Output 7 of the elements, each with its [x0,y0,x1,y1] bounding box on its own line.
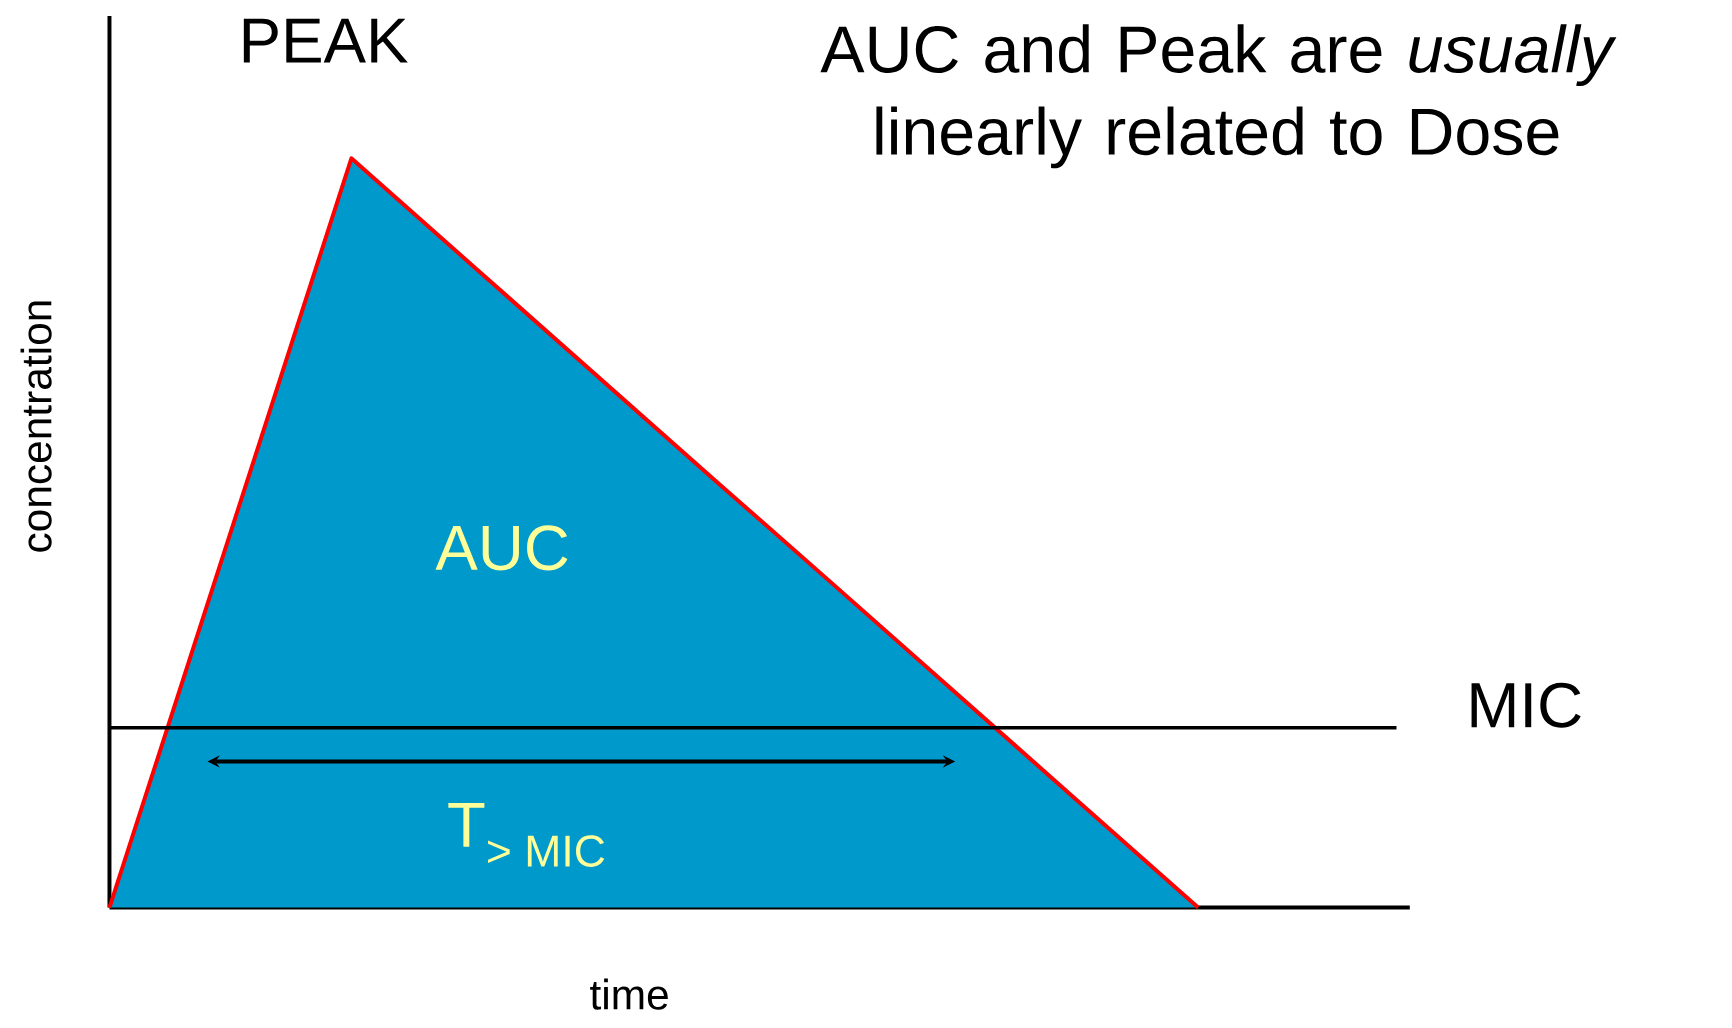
y-axis-title: concentration [20,301,52,552]
text: PEAK [243,18,408,63]
x-axis-title: time [590,978,668,1010]
chart-title: AUC and Peak are usually linearly related to Dose [820,24,1617,169]
annotation: T$_{> MIC}$ [448,802,605,867]
annotation: AUC [435,525,568,571]
ref-line-label: MIC [1471,682,1581,728]
